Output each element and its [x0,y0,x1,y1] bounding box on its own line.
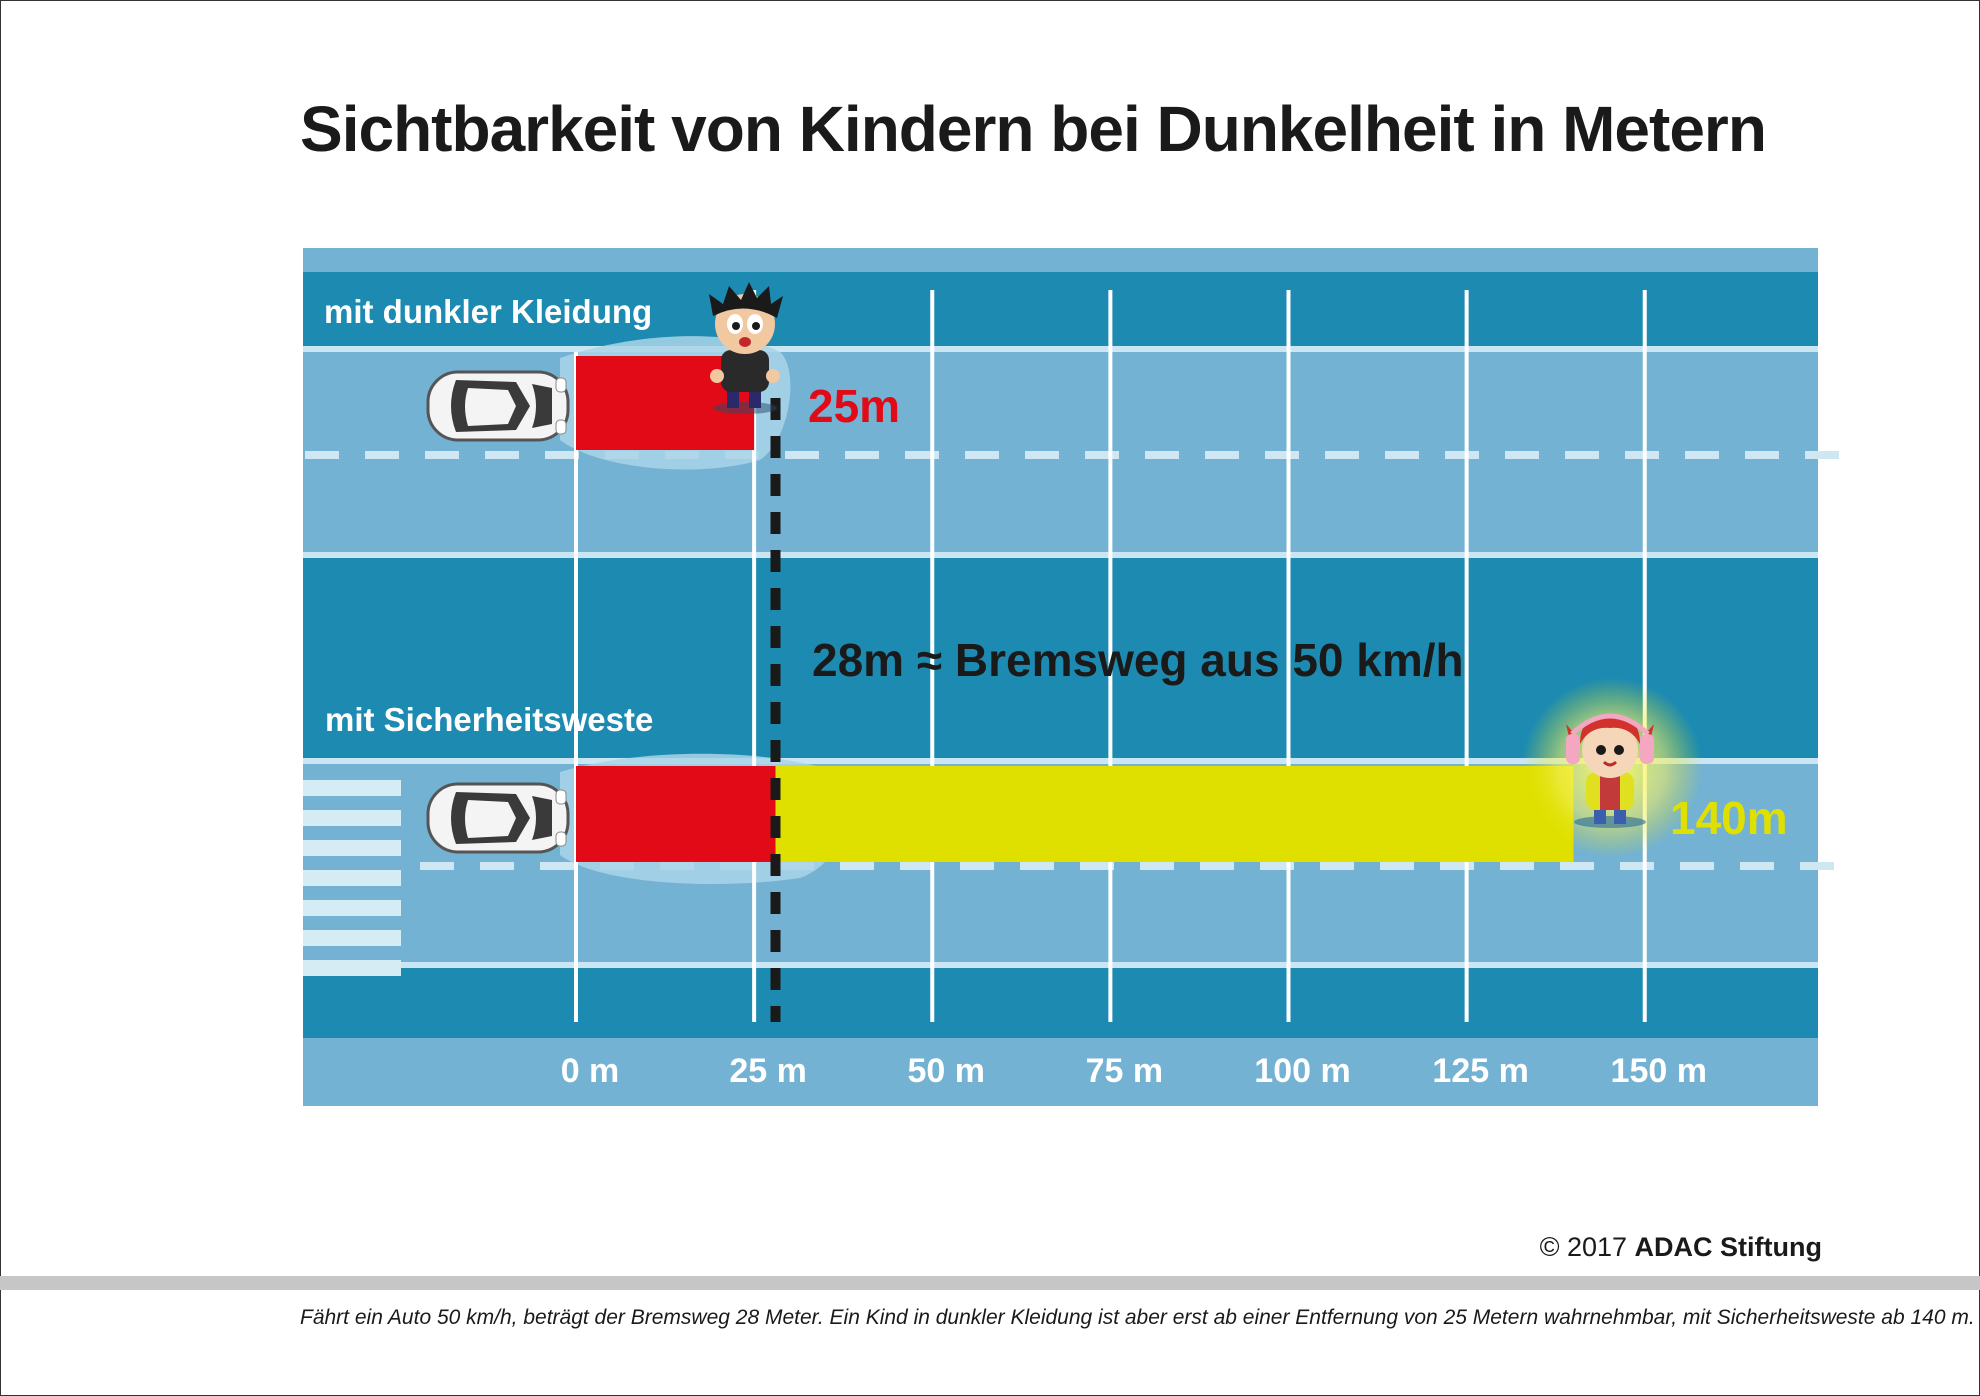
lane-dash [1200,862,1234,870]
crosswalk-stripe [303,840,401,856]
tick-label: 25 m [729,1052,807,1090]
value-label-vest: 140m [1670,792,1788,844]
row-label-dark: mit dunkler Kleidung [324,293,652,330]
lane-dash [1620,862,1654,870]
crosswalk-stripe [303,780,401,796]
caption: Fährt ein Auto 50 km/h, beträgt der Brem… [300,1306,1975,1329]
bar-vest-braking-part [576,766,776,862]
chart-title: Sichtbarkeit von Kindern bei Dunkelheit … [300,93,1767,165]
lane-dash [1680,862,1714,870]
lane-dash [1380,862,1414,870]
lane-dash [1260,862,1294,870]
axis-band [303,1038,1818,1106]
lane-dash [1025,451,1059,459]
road-line-3 [303,758,1818,764]
bar-vest [775,766,1574,862]
lane-dash [1685,451,1719,459]
lane-dash [1080,862,1114,870]
lane-dash [540,862,574,870]
lane-dash [1805,451,1839,459]
crosswalk-stripe [303,810,401,826]
lane-dash [1440,862,1474,870]
lane-dash [1145,451,1179,459]
lane-dash [480,862,514,870]
lane-dash [1505,451,1539,459]
tick-label: 0 m [561,1052,620,1090]
value-label-dark: 25m [808,380,900,432]
lane-dash [1445,451,1479,459]
tick-label: 75 m [1086,1052,1164,1090]
lane-dash [365,451,399,459]
road-line-4 [303,962,1818,968]
lane-dash [1085,451,1119,459]
lane-dash [1740,862,1774,870]
bars [576,356,1574,862]
lane-dash [1140,862,1174,870]
lane-dash [485,451,519,459]
road-line-2 [303,552,1818,558]
lane-dash [785,451,819,459]
lane-dash [545,451,579,459]
lane-dash [965,451,999,459]
lane-dash [1385,451,1419,459]
lane-dash [1320,862,1354,870]
crosswalk-stripe [303,900,401,916]
lane-dash [840,862,874,870]
row-label-vest: mit Sicherheitsweste [325,701,653,738]
lane-dash [425,451,459,459]
road-band-dark-1 [303,272,1818,350]
crosswalk-stripe [303,960,401,976]
child-dark-icon [709,282,783,414]
child-vest-icon [1566,713,1654,828]
braking-annotation: 28m ≈ Bremsweg aus 50 km/h [812,634,1464,686]
lane-dash [1205,451,1239,459]
lane-dash [1565,451,1599,459]
crosswalk-stripe [303,930,401,946]
copyright-brand: ADAC Stiftung [1634,1232,1822,1262]
tick-label: 100 m [1254,1052,1350,1090]
tick-label: 150 m [1611,1052,1707,1090]
lane-dash [905,451,939,459]
lane-dash [1265,451,1299,459]
lane-dash [960,862,994,870]
lane-dash [845,451,879,459]
tick-label: 50 m [908,1052,986,1090]
lane-dash [900,862,934,870]
copyright-prefix: © 2017 [1539,1232,1635,1262]
lane-dash [1800,862,1834,870]
lane-dash [305,451,339,459]
lane-dash [1745,451,1779,459]
lane-dash [1325,451,1359,459]
crosswalk-stripe [303,870,401,886]
lane-dash [420,862,454,870]
tick-labels: 0 m 25 m 50 m 75 m 100 m 125 m 150 m [561,1052,1707,1090]
road-band-dark-3 [303,968,1818,1038]
lane-dash [1560,862,1594,870]
car-icon [426,370,570,442]
divider-bar [0,1276,1980,1290]
road-line-1 [303,346,1818,352]
copyright: © 2017 ADAC Stiftung [1540,1232,1822,1263]
lane-dash [1625,451,1659,459]
lane-dash [1020,862,1054,870]
road-band-top [303,248,1818,272]
crosswalk [303,780,401,976]
lane-dash [1500,862,1534,870]
tick-label: 125 m [1432,1052,1528,1090]
car-icon [426,782,570,854]
